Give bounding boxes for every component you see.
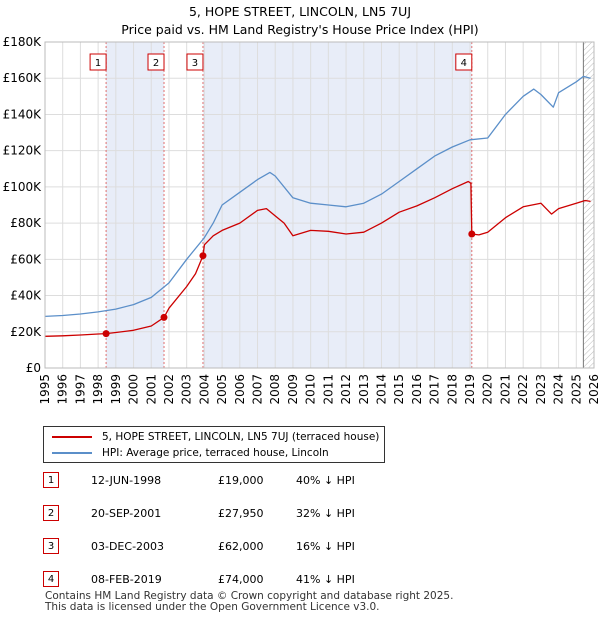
property-series-line (44, 180, 591, 337)
marker-badge (147, 53, 165, 71)
footer-line-licence: This data is licensed under the Open Gov… (45, 601, 380, 613)
x-tick-label: 2024 (552, 374, 566, 405)
x-tick-label: 2026 (587, 374, 600, 405)
sale-point (102, 330, 110, 338)
legend-label-hpi: HPI: Average price, terraced house, Linc… (102, 447, 329, 459)
x-tick-label: 2011 (321, 374, 335, 405)
y-tick-label: £20K (10, 325, 42, 339)
table-row: 3 03-DEC-2003 £62,000 16% ↓ HPI (43, 538, 383, 556)
y-tick-label: £0 (26, 361, 41, 375)
legend-swatch-hpi (52, 452, 92, 454)
chart-subtitle: Price paid vs. HM Land Registry's House … (121, 22, 479, 37)
x-tick-label: 2005 (215, 374, 229, 405)
x-tick-label: 2010 (304, 374, 318, 405)
x-tick-label: 2000 (127, 374, 141, 405)
transaction-price: £19,000 (218, 474, 264, 487)
x-tick-label: 1998 (91, 374, 105, 405)
sale-point (199, 252, 207, 260)
legend-item-property: 5, HOPE STREET, LINCOLN, LN5 7UJ (terrac… (52, 431, 379, 443)
x-tick-label: 2015 (392, 374, 406, 405)
x-tick-label: 2012 (339, 374, 353, 405)
y-tick-label: £80K (10, 216, 42, 230)
table-row: 2 20-SEP-2001 £27,950 32% ↓ HPI (43, 505, 383, 523)
transaction-price: £62,000 (218, 540, 264, 553)
transaction-number-badge: 2 (43, 505, 59, 521)
marker-badge-label: 3 (192, 58, 198, 69)
y-tick-label: £120K (3, 144, 43, 158)
transaction-date: 08-FEB-2019 (91, 573, 162, 586)
transaction-hpi-diff: 41% ↓ HPI (296, 573, 355, 586)
legend-swatch-property (52, 436, 92, 438)
marker-badge-label: 1 (95, 58, 101, 69)
y-tick-label: £100K (3, 180, 43, 194)
ownership-shade (202, 42, 472, 368)
y-tick-label: £180K (3, 35, 43, 49)
price-chart: 1 2 3 4 £0 £20K £40K £60K £80K £100K £120K £140K £16… (3, 35, 600, 405)
transaction-hpi-diff: 32% ↓ HPI (296, 507, 355, 520)
transaction-price: £27,950 (218, 507, 264, 520)
legend-label-property: 5, HOPE STREET, LINCOLN, LN5 7UJ (terrac… (102, 431, 380, 443)
x-tick-label: 2016 (410, 374, 424, 405)
transaction-number-badge: 1 (43, 472, 59, 488)
y-tick-label: £40K (10, 289, 42, 303)
marker-badge-label: 2 (153, 58, 159, 69)
x-tick-label: 2001 (144, 374, 158, 405)
x-tick-label: 2018 (445, 374, 459, 405)
hpi-series-line (44, 75, 591, 318)
chart-legend: 5, HOPE STREET, LINCOLN, LN5 7UJ (terrac… (43, 426, 385, 463)
x-tick-label: 2003 (180, 374, 194, 405)
x-tick-label: 1995 (38, 374, 52, 405)
x-tick-label: 2006 (233, 374, 247, 405)
x-tick-label: 2007 (251, 374, 265, 405)
marker-badge (186, 53, 204, 71)
transaction-price: £74,000 (218, 573, 264, 586)
marker-badge (455, 53, 473, 71)
marker-badge (89, 53, 107, 71)
transaction-date: 20-SEP-2001 (91, 507, 162, 520)
x-tick-label: 2023 (534, 374, 548, 405)
footer-attribution: Contains HM Land Registry data © Crown c… (45, 591, 453, 613)
sale-point (468, 230, 476, 238)
x-tick-label: 2022 (516, 374, 530, 405)
x-tick-label: 2021 (498, 374, 512, 405)
x-tick-label: 2013 (357, 374, 371, 405)
transaction-number-badge: 3 (43, 538, 59, 554)
x-tick-label: 1997 (73, 374, 87, 405)
transaction-date: 03-DEC-2003 (91, 540, 165, 553)
transaction-hpi-diff: 40% ↓ HPI (296, 474, 355, 487)
transaction-date: 12-JUN-1998 (91, 474, 162, 487)
y-tick-label: £140K (3, 107, 43, 121)
transaction-hpi-diff: 16% ↓ HPI (296, 540, 355, 553)
marker-badge-label: 4 (461, 58, 467, 69)
table-row: 4 08-FEB-2019 £74,000 41% ↓ HPI (43, 571, 383, 589)
sale-point (160, 313, 168, 321)
chart-title: 5, HOPE STREET, LINCOLN, LN5 7UJ (188, 4, 412, 19)
x-tick-label: 1999 (109, 374, 123, 405)
legend-item-hpi: HPI: Average price, terraced house, Linc… (52, 447, 329, 459)
projection-hatch (583, 42, 594, 368)
plot-frame (44, 41, 595, 369)
x-tick-label: 2025 (569, 374, 583, 405)
x-tick-label: 2017 (428, 374, 442, 405)
table-row: 1 12-JUN-1998 £19,000 40% ↓ HPI (43, 472, 383, 490)
x-tick-label: 2009 (286, 374, 300, 405)
x-tick-label: 2019 (463, 374, 477, 405)
y-tick-label: £160K (3, 71, 43, 85)
y-tick-label: £60K (10, 252, 42, 266)
x-tick-label: 2008 (268, 374, 282, 405)
x-tick-label: 2004 (197, 374, 211, 405)
x-tick-label: 1996 (56, 374, 70, 405)
ownership-shade (106, 42, 165, 368)
transaction-number-badge: 4 (43, 571, 59, 587)
x-tick-label: 2020 (481, 374, 495, 405)
x-tick-label: 2014 (374, 374, 388, 405)
footer-line-copyright: Contains HM Land Registry data © Crown c… (45, 590, 454, 602)
x-tick-label: 2002 (162, 374, 176, 405)
